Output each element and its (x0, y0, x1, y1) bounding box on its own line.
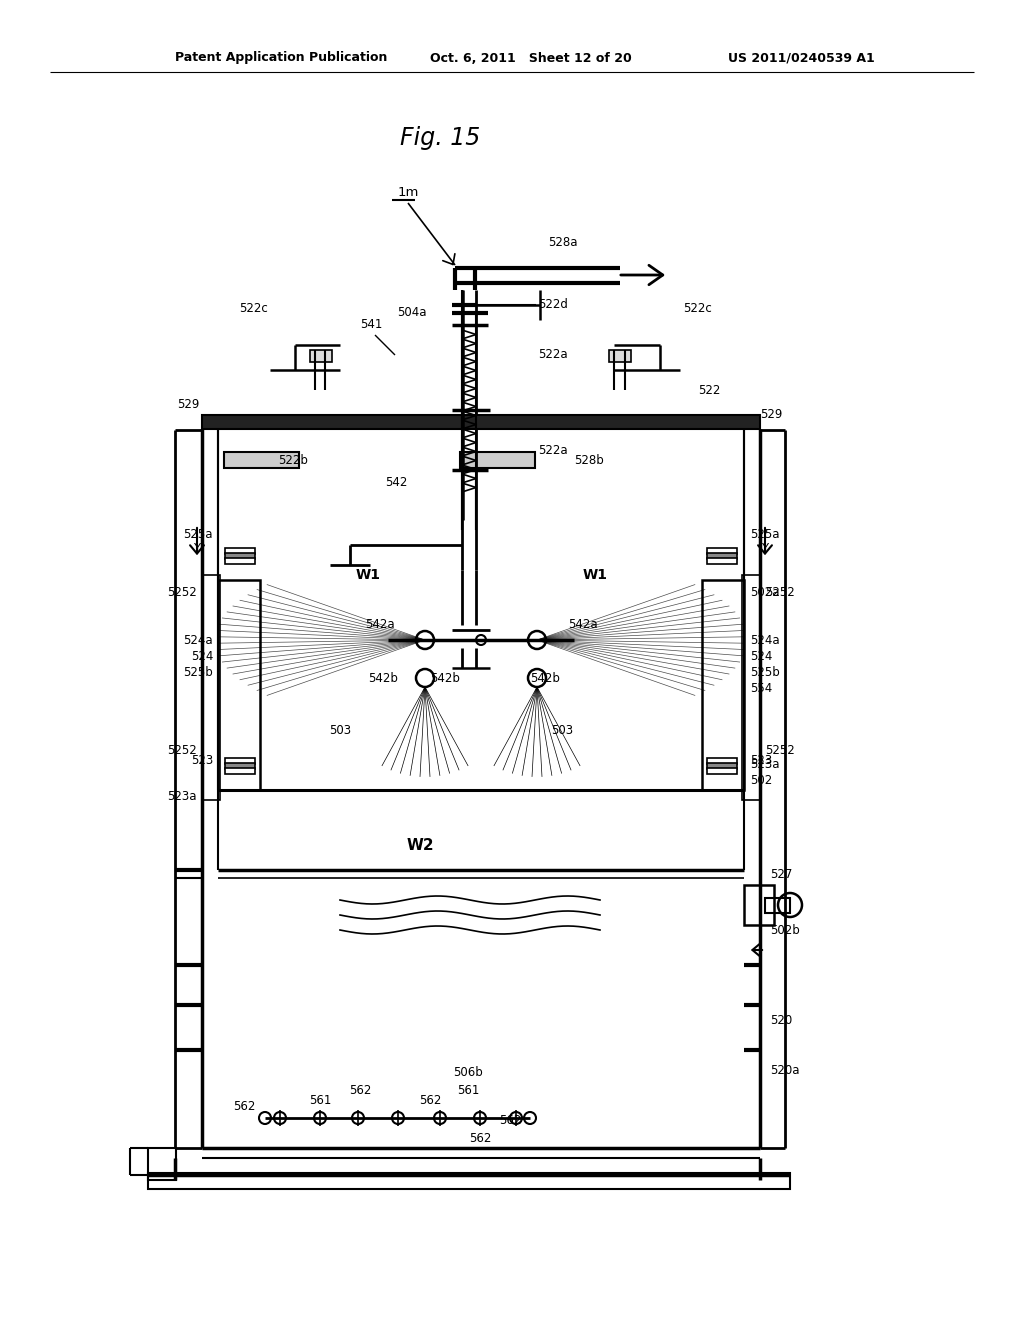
Bar (148, 1173, 790, 1189)
Text: 525a: 525a (750, 528, 779, 541)
Text: 561: 561 (309, 1093, 331, 1106)
Text: 522c: 522c (683, 301, 712, 314)
Text: 525b: 525b (183, 665, 213, 678)
Text: 527: 527 (770, 869, 793, 882)
Bar (225, 558, 255, 564)
Text: 522c: 522c (240, 301, 268, 314)
Bar (224, 451, 299, 469)
Text: 523: 523 (190, 754, 213, 767)
Bar (707, 553, 737, 558)
Text: 5252: 5252 (167, 586, 197, 598)
Bar (225, 763, 255, 770)
Text: 542b: 542b (430, 672, 460, 685)
Text: 524: 524 (750, 649, 772, 663)
Text: W1: W1 (583, 568, 607, 582)
Text: 522b: 522b (278, 454, 308, 467)
Text: 554: 554 (750, 681, 772, 694)
Text: 562: 562 (499, 1114, 521, 1126)
Text: 562: 562 (469, 1131, 492, 1144)
Text: 561: 561 (457, 1084, 479, 1097)
Text: 522a: 522a (538, 444, 567, 457)
Text: 542b: 542b (368, 672, 398, 685)
Text: 502: 502 (750, 774, 772, 787)
Bar (148, 1148, 176, 1180)
Text: 522a: 522a (538, 348, 567, 362)
Text: 528b: 528b (574, 454, 604, 467)
Text: 542a: 542a (568, 618, 598, 631)
Text: 525a: 525a (183, 528, 213, 541)
Text: 504a: 504a (397, 306, 427, 319)
Text: 522d: 522d (538, 298, 568, 312)
Bar (218, 579, 260, 789)
Text: 562: 562 (349, 1084, 371, 1097)
Text: W2: W2 (407, 837, 434, 853)
Bar (310, 350, 332, 362)
Text: 528a: 528a (548, 235, 578, 248)
Bar (765, 898, 790, 913)
Text: Y: Y (762, 541, 769, 554)
Bar (202, 414, 760, 429)
Bar (202, 576, 220, 800)
Text: 529: 529 (760, 408, 782, 421)
Text: 503: 503 (551, 723, 573, 737)
Text: 541: 541 (360, 318, 382, 331)
Text: Fig. 15: Fig. 15 (400, 125, 480, 150)
Bar (707, 768, 737, 774)
Text: 524: 524 (190, 649, 213, 663)
Bar (609, 350, 631, 362)
Text: 503: 503 (329, 723, 351, 737)
Bar (225, 548, 255, 554)
Text: 520a: 520a (770, 1064, 800, 1077)
Bar (707, 548, 737, 554)
Bar (707, 763, 737, 770)
Bar (225, 768, 255, 774)
Text: 529: 529 (177, 399, 200, 412)
Text: 542b: 542b (530, 672, 560, 685)
Text: 524a: 524a (750, 634, 779, 647)
Text: 523a: 523a (750, 759, 779, 771)
Text: 562: 562 (419, 1093, 441, 1106)
Bar (744, 884, 774, 925)
Text: 524a: 524a (183, 634, 213, 647)
Text: Y: Y (194, 541, 201, 554)
Text: 5252: 5252 (765, 586, 795, 598)
Bar (742, 576, 760, 800)
Text: 506b: 506b (454, 1065, 483, 1078)
Bar (707, 558, 737, 564)
Bar (225, 758, 255, 764)
Bar (225, 553, 255, 558)
Text: Oct. 6, 2011   Sheet 12 of 20: Oct. 6, 2011 Sheet 12 of 20 (430, 51, 632, 65)
Bar (707, 758, 737, 764)
Text: 525b: 525b (750, 665, 779, 678)
Text: 523a: 523a (168, 791, 197, 804)
Text: 1m: 1m (398, 186, 420, 198)
Text: 502a: 502a (750, 586, 779, 598)
Text: Patent Application Publication: Patent Application Publication (175, 51, 387, 65)
Text: 542: 542 (386, 477, 408, 490)
Text: 522: 522 (698, 384, 720, 396)
Text: 5252: 5252 (167, 743, 197, 756)
Text: 562: 562 (233, 1101, 256, 1114)
Text: US 2011/0240539 A1: US 2011/0240539 A1 (728, 51, 874, 65)
Text: 502b: 502b (770, 924, 800, 936)
Text: 520: 520 (770, 1014, 793, 1027)
Text: W1: W1 (355, 568, 381, 582)
Text: 523: 523 (750, 754, 772, 767)
Bar (702, 579, 744, 789)
Bar (460, 451, 535, 469)
Text: 542a: 542a (366, 618, 395, 631)
Text: 5252: 5252 (765, 743, 795, 756)
Bar (202, 414, 760, 429)
